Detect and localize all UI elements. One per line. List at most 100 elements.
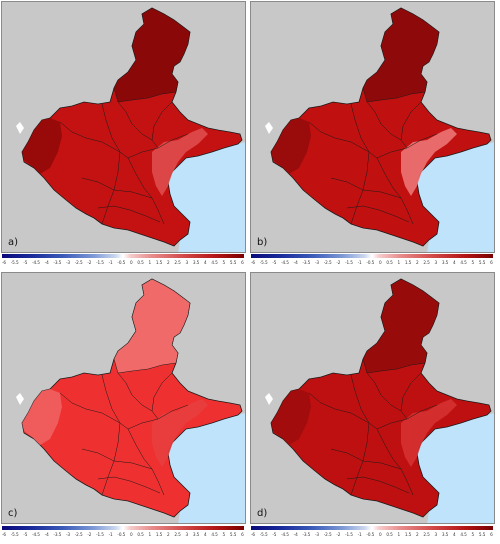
- province-border-c-7: [117, 372, 153, 412]
- panel-label-b: b): [257, 237, 268, 248]
- colorbar-tick-label: -5.5: [10, 260, 19, 265]
- colorbar-tick-label: -2.5: [323, 260, 332, 265]
- colorbar-tick-label: 4: [453, 260, 456, 265]
- colorbar-tick-label: 5: [222, 260, 226, 265]
- colorbar-tick-label: -1.5: [96, 260, 104, 265]
- colorbar-tick-label: 1: [397, 532, 401, 537]
- sea-area-d: [417, 413, 494, 523]
- lake-garda-b: [265, 122, 273, 134]
- colorbar-tick-label: 0.5: [137, 532, 144, 537]
- colorbar-tick-label: 3: [434, 532, 438, 537]
- colorbar-tick-label: 0: [378, 260, 382, 265]
- colorbar-tick-label: -5: [272, 532, 277, 537]
- colorbar-tick-label: -3: [314, 532, 319, 537]
- panel-label-d: d): [257, 508, 268, 519]
- colorbar-tick-label: -1: [108, 260, 113, 265]
- west-zone-d: [271, 389, 311, 445]
- west-zone-b: [271, 118, 311, 174]
- colorbar-tick-label: 6: [241, 260, 244, 265]
- coastal-zone-a: [152, 128, 208, 196]
- alpine-zone-d: [362, 278, 440, 374]
- colorbar-tick-label: -1.5: [96, 532, 104, 537]
- colorbar-gradient: [251, 526, 493, 530]
- alpine-zone-b: [362, 7, 440, 103]
- colorbar-tick-label: 5.5: [229, 260, 237, 265]
- colorbar-tick-label: 0.5: [386, 532, 393, 537]
- province-border-a-0: [101, 103, 129, 159]
- colorbar-tick-label: -3: [314, 260, 319, 265]
- colorbar-tick-label: 0: [378, 532, 382, 537]
- colorbar-tick-label: -2.5: [74, 532, 83, 537]
- province-border-b-5: [330, 177, 402, 199]
- colorbar-gradient: [2, 254, 244, 258]
- colorbar-tick-label: 2: [416, 532, 419, 537]
- colorbar-tick-label: 1: [148, 532, 152, 537]
- colorbar-tick-label: 3.5: [192, 260, 200, 265]
- veneto-map-c: [16, 278, 245, 523]
- panel-label-c: c): [8, 508, 18, 519]
- colorbar-tick-label: -6: [2, 532, 6, 537]
- province-border-d-8: [346, 476, 410, 494]
- colorbar-tick-label: -2: [336, 260, 341, 265]
- colorbar-tick-label: 6: [490, 260, 493, 265]
- colorbar-tick-label: 4.5: [460, 260, 467, 265]
- colorbar-tick-label: -4: [293, 532, 298, 537]
- province-border-c-1: [59, 392, 121, 424]
- province-border-d-0: [350, 374, 378, 430]
- province-border-d-4: [376, 428, 414, 496]
- colorbar-tick-label: 0.5: [386, 260, 393, 265]
- province-border-c-6: [151, 372, 173, 420]
- colorbar-tick-label: 4: [453, 532, 456, 537]
- veneto-map-b: [265, 7, 494, 252]
- colorbar-tick-label: 4.5: [460, 532, 467, 537]
- colorbar-tick-label: -3: [65, 260, 70, 265]
- province-border-a-4: [127, 157, 165, 225]
- colorbar-tick-label: -4.5: [32, 532, 40, 537]
- west-zone-a: [22, 118, 62, 174]
- colorbar-tick-label: 4: [204, 260, 207, 265]
- colorbar-tick-label: -4: [293, 260, 298, 265]
- province-border-d-1: [308, 392, 370, 424]
- colorbar-a: -6 -5.5 -5 -4.5 -4 -3.5 -3 -2.5 -2 -1.5 -1 -0.5 0 0.5…: [2, 254, 244, 271]
- colorbar-tick-label: -4.5: [281, 532, 289, 537]
- colorbar-tick-label: 5: [471, 260, 475, 265]
- colorbar-tick-label: 4.5: [211, 260, 218, 265]
- colorbar-tick-label: -3.5: [53, 532, 62, 537]
- colorbar-tick-label: 0.5: [137, 260, 144, 265]
- province-border-a-8: [97, 205, 161, 223]
- colorbar-tick-label: -2: [336, 532, 341, 537]
- colorbar-tick-label: -1: [357, 532, 362, 537]
- colorbar-tick-label: 5: [222, 532, 226, 537]
- province-border-b-8: [346, 205, 410, 223]
- colorbar-tick-label: 2.5: [174, 532, 181, 537]
- colorbar-tick-label: -3.5: [302, 260, 311, 265]
- colorbar-tick-label: 5.5: [478, 260, 486, 265]
- colorbar-tick-label: 1.5: [404, 532, 412, 537]
- province-border-d-7: [366, 372, 402, 412]
- lake-garda-d: [265, 393, 273, 405]
- province-border-a-7: [117, 101, 153, 141]
- colorbar-tick-label: -0.5: [117, 260, 126, 265]
- colorbar-b: -6 -5.5 -5 -4.5 -4 -3.5 -3 -2.5 -2 -1.5 -1 -0.5 0 0.5…: [251, 254, 493, 271]
- colorbar-tick-label: 6: [490, 532, 493, 537]
- province-border-d-6: [400, 372, 422, 420]
- alpine-zone-c: [113, 278, 191, 374]
- colorbar-tick-label: -3: [65, 532, 70, 537]
- colorbar-tick-label: 0: [129, 260, 133, 265]
- veneto-map-a: [16, 7, 245, 252]
- province-border-b-6: [400, 101, 422, 149]
- colorbar-ticks: -6 -5.5 -5 -4.5 -4 -3.5 -3 -2.5 -2 -1.5 -1 -0.5 0 0.5…: [251, 532, 493, 542]
- colorbar-tick-label: 1: [397, 260, 401, 265]
- province-border-a-5: [81, 177, 153, 199]
- colorbar-tick-label: -2: [87, 260, 92, 265]
- province-border-d-5: [330, 448, 402, 470]
- colorbar-tick-label: 2.5: [423, 532, 430, 537]
- colorbar-tick-label: 1.5: [404, 260, 412, 265]
- alpine-zone-a: [113, 7, 191, 103]
- colorbar-tick-label: 4: [204, 532, 207, 537]
- colorbar-tick-label: -0.5: [117, 532, 126, 537]
- colorbar-tick-label: 2.5: [423, 260, 430, 265]
- coastal-zone-b: [401, 128, 457, 196]
- province-border-b-1: [308, 121, 370, 153]
- colorbar-tick-label: 2.5: [174, 260, 181, 265]
